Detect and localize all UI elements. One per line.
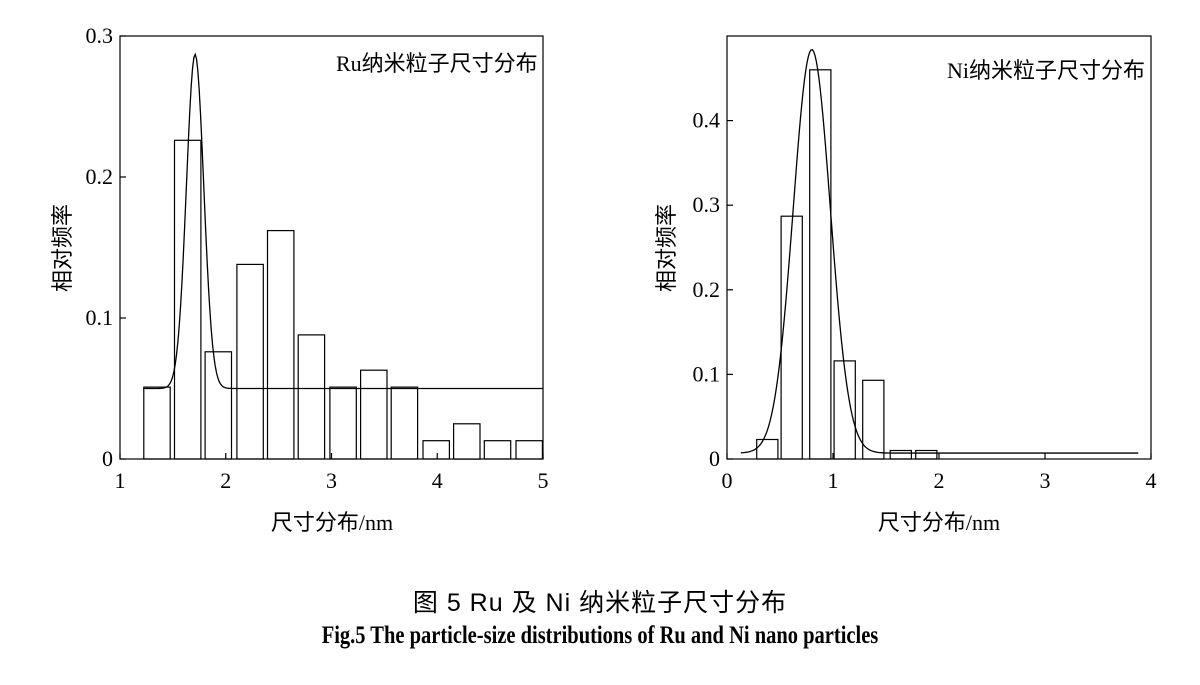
ni-bin-2 bbox=[809, 69, 832, 460]
ni-y-tick-label-3: 0.3 bbox=[693, 192, 721, 217]
ru-bin-5 bbox=[297, 334, 326, 460]
ni-y-axis-label: 相对频率 bbox=[654, 204, 679, 292]
ru-y-ticks: 0 0.1 0.2 0.3 bbox=[86, 23, 126, 471]
ru-chart: 1 2 3 4 5 0 0.1 0.2 0.3 Ru纳米粒子尺寸分布 尺寸分布/nm 相对频率 bbox=[50, 23, 549, 535]
figure-caption-chinese: 图 5 Ru 及 Ni 纳米粒子尺寸分布 bbox=[412, 589, 788, 617]
ru-bin-4 bbox=[266, 230, 295, 460]
ru-bin-6 bbox=[329, 386, 357, 460]
ni-bin-0 bbox=[756, 438, 779, 460]
ru-bin-9 bbox=[422, 440, 450, 460]
ni-y-tick-label-1: 0.1 bbox=[693, 361, 721, 386]
ni-bin-5 bbox=[889, 449, 913, 460]
ru-x-ticks: 1 2 3 4 5 bbox=[115, 453, 549, 493]
ni-bins bbox=[756, 69, 938, 460]
ru-x-tick-label-4: 5 bbox=[538, 468, 549, 493]
ru-x-axis-label: 尺寸分布/nm bbox=[271, 510, 393, 535]
ni-y-ticks: 0 0.1 0.2 0.3 0.4 bbox=[693, 108, 733, 471]
ru-bin-3 bbox=[236, 263, 264, 460]
ru-bin-12 bbox=[515, 440, 543, 460]
ru-y-tick-label-1: 0.1 bbox=[86, 305, 114, 330]
ru-bin-10 bbox=[453, 423, 481, 460]
ru-bin-0 bbox=[143, 386, 171, 460]
ni-y-tick-label-4: 0.4 bbox=[693, 108, 721, 133]
ni-x-tick-label-2: 2 bbox=[934, 468, 945, 493]
ru-bin-2 bbox=[204, 351, 233, 460]
ni-x-tick-label-4: 4 bbox=[1146, 468, 1157, 493]
ru-y-tick-label-3: 0.3 bbox=[86, 23, 114, 48]
ni-bin-6 bbox=[915, 449, 938, 460]
ni-x-ticks: 0 1 2 3 4 bbox=[722, 453, 1157, 493]
ru-x-tick-label-0: 1 bbox=[115, 468, 126, 493]
ni-fit-curve bbox=[740, 48, 1139, 454]
ru-x-tick-label-3: 4 bbox=[432, 468, 443, 493]
ru-fit-curve bbox=[143, 52, 543, 390]
ni-x-axis-label: 尺寸分布/nm bbox=[878, 510, 1000, 535]
ru-y-axis-label: 相对频率 bbox=[50, 204, 75, 292]
ni-y-tick-label-2: 0.2 bbox=[693, 277, 721, 302]
ru-bins bbox=[143, 139, 543, 460]
figure-caption-english: Fig.5 The particle-size distributions of… bbox=[321, 622, 879, 649]
ru-x-tick-label-2: 3 bbox=[326, 468, 337, 493]
ni-x-tick-label-3: 3 bbox=[1040, 468, 1051, 493]
ru-y-tick-label-2: 0.2 bbox=[86, 164, 114, 189]
ru-chart-title: Ru纳米粒子尺寸分布 bbox=[336, 51, 538, 76]
ni-chart-title: Ni纳米粒子尺寸分布 bbox=[947, 58, 1145, 83]
ni-x-tick-label-1: 1 bbox=[828, 468, 839, 493]
ru-bin-11 bbox=[483, 440, 512, 460]
ni-chart: 0 1 2 3 4 0 0.1 0.2 0.3 0.4 Ni纳米粒子尺寸分布 尺寸分布/nm 相… bbox=[654, 35, 1157, 535]
ni-bin-4 bbox=[862, 379, 885, 460]
ni-bin-1 bbox=[780, 215, 803, 460]
ni-y-tick-label-0: 0 bbox=[709, 446, 720, 471]
ru-bin-1 bbox=[173, 139, 202, 460]
ni-bin-3 bbox=[833, 360, 856, 460]
ru-x-tick-label-1: 2 bbox=[220, 468, 231, 493]
ru-y-tick-label-0: 0 bbox=[102, 446, 113, 471]
ru-bin-7 bbox=[360, 369, 388, 460]
ni-x-tick-label-0: 0 bbox=[722, 468, 733, 493]
ru-bin-8 bbox=[390, 386, 419, 460]
